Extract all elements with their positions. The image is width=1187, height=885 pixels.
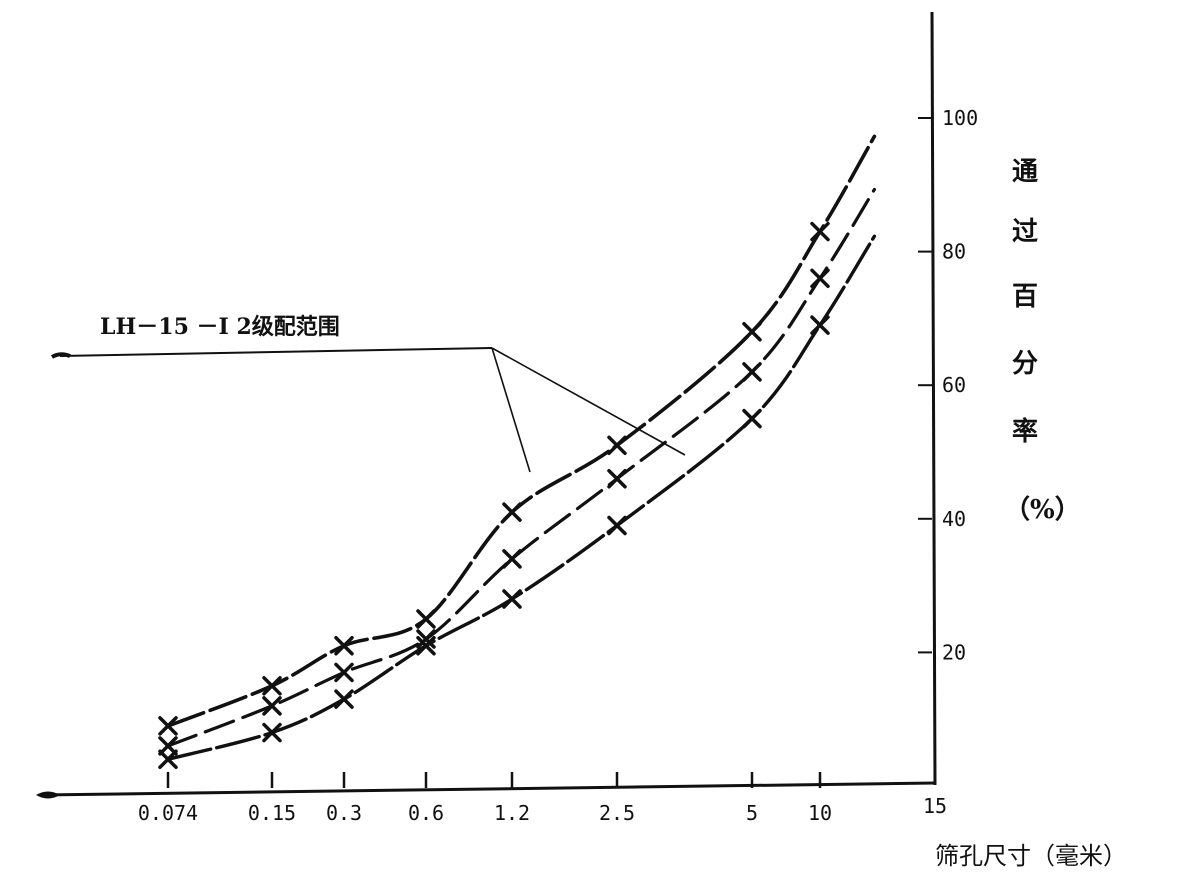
- data-point-middle-1.2: [502, 549, 522, 569]
- x-axis-arrow-tail: [36, 791, 60, 799]
- data-point-middle-0.15: [262, 696, 282, 716]
- data-point-lower-2.5: [607, 515, 627, 536]
- x-tick-label-1.2: 1.2: [494, 801, 530, 825]
- ylabel-char-3: 百: [1012, 282, 1038, 312]
- data-point-upper-0.074: [158, 716, 178, 736]
- ylabel-char-2: 过: [1012, 217, 1038, 247]
- annotation-leader-main: [59, 347, 493, 357]
- annotation-label: LH－15 －I 2级配范围: [100, 314, 340, 340]
- data-point-lower-5: [742, 408, 762, 429]
- series-line-upper: [166, 134, 877, 728]
- x-tick-label-5: 5: [746, 801, 758, 825]
- data-point-upper-0.3: [334, 635, 354, 656]
- data-point-middle-5: [742, 362, 762, 382]
- data-point-lower-10: [810, 315, 830, 335]
- data-point-upper-2.5: [607, 435, 627, 456]
- x-tick-label-0.15: 0.15: [248, 801, 296, 825]
- ylabel-char-5: 率: [1012, 416, 1038, 447]
- x-tick-label-0.6: 0.6: [408, 801, 444, 825]
- data-point-upper-10: [810, 221, 830, 242]
- data-point-lower-0.15: [262, 722, 282, 743]
- x-tick-label-15: 15: [923, 794, 947, 818]
- data-point-middle-10: [810, 268, 830, 289]
- ylabel-char-1: 通: [1012, 157, 1038, 187]
- data-point-middle-0.6: [416, 629, 436, 649]
- data-point-middle-2.5: [607, 468, 627, 489]
- data-point-upper-1.2: [502, 502, 522, 522]
- data-point-middle-0.3: [334, 662, 354, 683]
- y-tick-label-40: 40: [942, 507, 966, 531]
- series-markers: [158, 221, 830, 770]
- y-tick-label-20: 20: [942, 640, 966, 664]
- ylabel-char-4: 分: [1012, 349, 1038, 379]
- series-line-lower: [166, 234, 877, 761]
- data-point-upper-5: [742, 322, 762, 342]
- y-axis-ticks: 20 40 60 80 100: [918, 106, 978, 664]
- data-point-lower-0.3: [334, 689, 354, 709]
- ylabel-char-6: （%）: [1004, 495, 1081, 525]
- data-point-middle-0.074: [158, 736, 178, 756]
- y-axis: [930, 11, 937, 786]
- x-tick-label-0.074: 0.074: [138, 801, 198, 825]
- series-curves: [166, 134, 877, 761]
- y-tick-label-60: 60: [942, 373, 966, 397]
- x-axis-ticks: 0.074 0.15 0.3 0.6 1.2 2.5 5 10 15: [138, 772, 947, 825]
- series-line-middle: [166, 187, 876, 748]
- data-point-lower-0.074: [158, 749, 178, 770]
- annotation-leader-1: [491, 347, 531, 473]
- x-tick-label-0.3: 0.3: [326, 801, 362, 825]
- data-point-lower-0.6: [416, 635, 436, 656]
- y-tick-label-80: 80: [942, 240, 966, 264]
- y-tick-label-100: 100: [942, 106, 978, 130]
- data-point-upper-0.15: [262, 676, 282, 696]
- data-point-lower-1.2: [502, 589, 522, 609]
- data-point-upper-0.6: [416, 609, 436, 629]
- x-tick-label-2.5: 2.5: [599, 801, 635, 825]
- x-axis-label: 筛孔尺寸（毫米）: [935, 842, 1127, 870]
- annotation-leader-2: [491, 347, 686, 456]
- y-axis-label: 通 过 百 分 率 （%）: [1004, 157, 1081, 525]
- x-axis: [39, 781, 936, 797]
- annotation-group: LH－15 －I 2级配范围: [50, 314, 686, 473]
- x-tick-label-10: 10: [808, 801, 832, 825]
